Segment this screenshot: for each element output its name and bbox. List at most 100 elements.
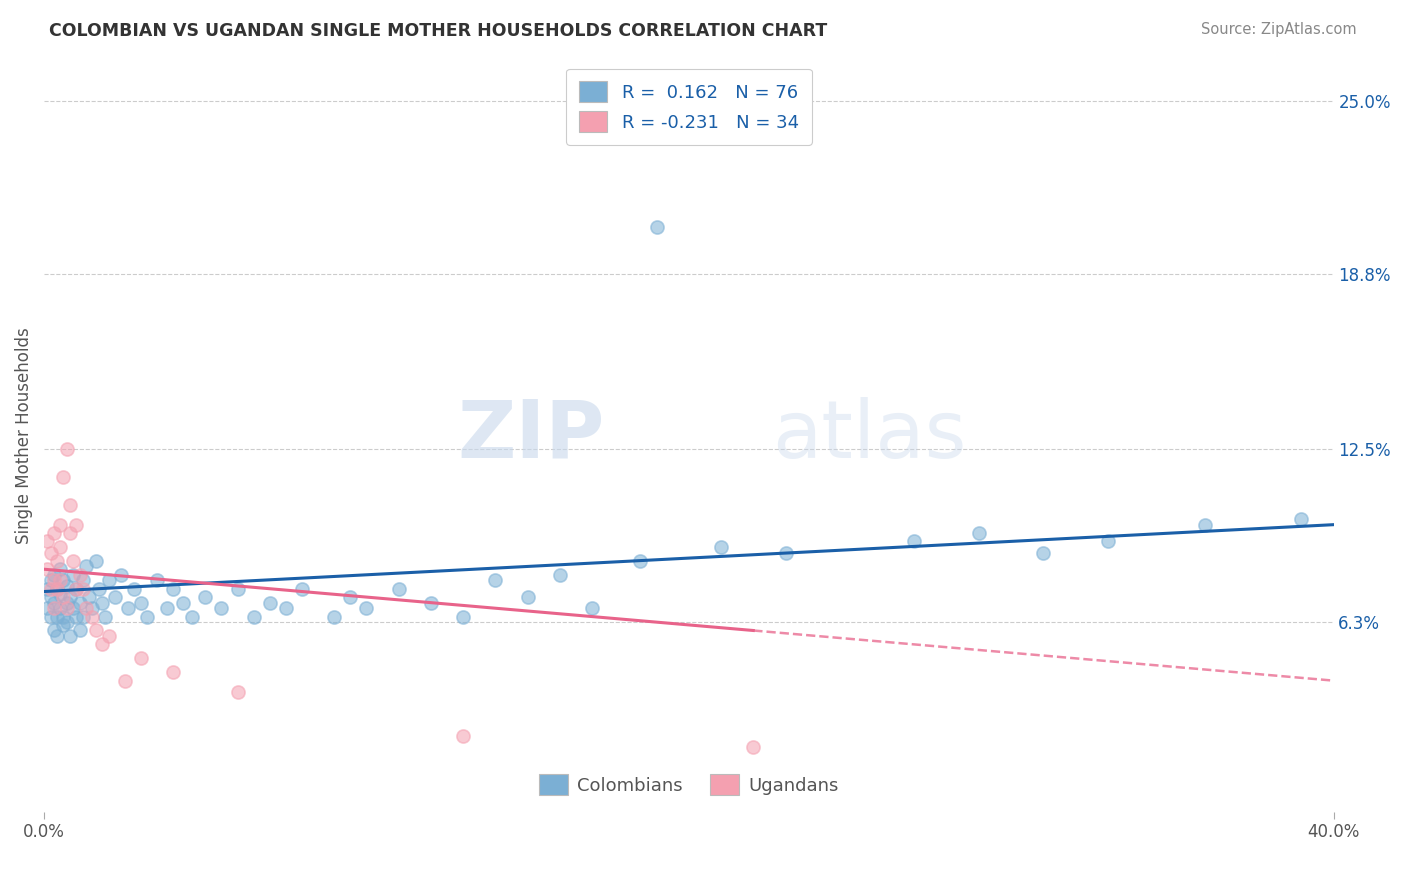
Point (356, 601, 378, 615)
Point (52, 574, 75, 588)
Point (59, 629, 82, 643)
Point (84, 624, 107, 638)
Point (42, 526, 65, 541)
Point (129, 651, 152, 665)
Point (155, 601, 177, 615)
Point (46, 629, 69, 643)
Point (69, 596, 91, 610)
Point (451, 609, 474, 624)
Point (75, 559, 97, 574)
Point (42, 574, 65, 588)
Point (91, 637, 114, 651)
Point (62, 601, 84, 615)
Point (59, 526, 82, 541)
Point (37, 601, 59, 615)
Point (69, 567, 91, 582)
Point (775, 545, 797, 559)
Point (72, 582, 94, 596)
Point (630, 554, 652, 568)
Point (742, 740, 765, 755)
Text: ZIP: ZIP (458, 397, 605, 475)
Point (42, 601, 65, 615)
Point (55, 615, 77, 629)
Point (52, 609, 75, 624)
Point (97, 574, 120, 588)
Point (49, 601, 72, 615)
Legend: Colombians, Ugandans: Colombians, Ugandans (531, 767, 845, 803)
Point (242, 609, 264, 624)
Point (46, 582, 69, 596)
Point (388, 582, 411, 596)
Point (419, 596, 441, 610)
Point (172, 596, 194, 610)
Point (226, 685, 249, 699)
Point (710, 540, 733, 554)
Point (37, 534, 59, 549)
Point (291, 582, 314, 596)
Point (903, 534, 925, 549)
Point (42, 567, 65, 582)
Text: COLOMBIAN VS UGANDAN SINGLE MOTHER HOUSEHOLDS CORRELATION CHART: COLOMBIAN VS UGANDAN SINGLE MOTHER HOUSE… (49, 22, 828, 40)
Point (77, 590, 100, 604)
Point (69, 624, 91, 638)
Point (181, 609, 204, 624)
Point (82, 601, 104, 615)
Text: Source: ZipAtlas.com: Source: ZipAtlas.com (1201, 22, 1357, 37)
Point (49, 517, 72, 532)
Point (162, 665, 184, 680)
Point (42, 596, 65, 610)
Point (65, 582, 87, 596)
Point (226, 582, 249, 596)
Point (62, 567, 84, 582)
Point (274, 601, 297, 615)
Point (37, 562, 59, 576)
Point (104, 590, 127, 604)
Point (55, 601, 77, 615)
Point (82, 609, 104, 624)
Text: atlas: atlas (773, 397, 967, 475)
Y-axis label: Single Mother Households: Single Mother Households (15, 327, 32, 544)
Point (451, 729, 474, 743)
Point (114, 673, 136, 688)
Point (52, 470, 75, 484)
Point (97, 629, 120, 643)
Point (49, 540, 72, 554)
Point (39, 609, 62, 624)
Point (124, 582, 146, 596)
Point (37, 582, 59, 596)
Point (94, 609, 117, 624)
Point (339, 590, 361, 604)
Point (52, 618, 75, 632)
Point (117, 601, 139, 615)
Point (1097, 534, 1119, 549)
Point (49, 587, 72, 601)
Point (548, 567, 571, 582)
Point (46, 582, 69, 596)
Point (91, 596, 114, 610)
Point (65, 582, 87, 596)
Point (39, 590, 62, 604)
Point (323, 609, 346, 624)
Point (162, 582, 184, 596)
Point (87, 582, 110, 596)
Point (42, 624, 65, 638)
Point (136, 609, 159, 624)
Point (46, 554, 69, 568)
Point (967, 526, 990, 541)
Point (194, 590, 217, 604)
Point (1291, 512, 1313, 526)
Point (49, 562, 72, 576)
Point (259, 596, 281, 610)
Point (75, 601, 97, 615)
Point (46, 609, 69, 624)
Point (39, 582, 62, 596)
Point (146, 574, 169, 588)
Point (484, 574, 506, 588)
Point (49, 574, 72, 588)
Point (59, 498, 82, 512)
Point (55, 442, 77, 457)
Point (39, 574, 62, 588)
Point (52, 590, 75, 604)
Point (581, 601, 603, 615)
Point (59, 590, 82, 604)
